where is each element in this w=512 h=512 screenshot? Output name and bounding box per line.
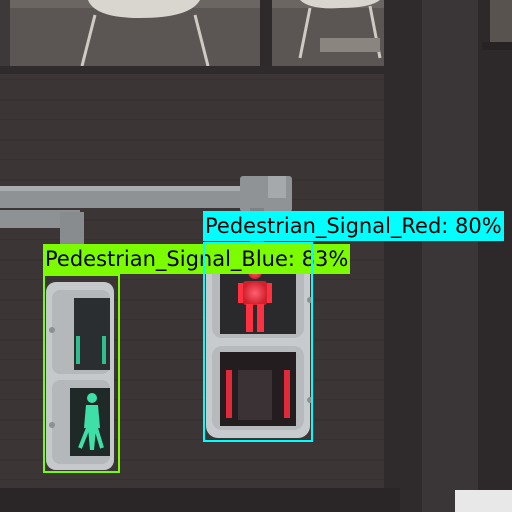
upper-window xyxy=(0,0,400,74)
building-pillars xyxy=(384,0,512,512)
pedestrian-signal-blue xyxy=(46,282,114,470)
detection-box-pedestrian-signal-blue xyxy=(43,274,120,473)
detection-label-pedestrian-signal-red: Pedestrian_Signal_Red: 80% xyxy=(203,211,504,241)
detection-label-pedestrian-signal-blue: Pedestrian_Signal_Blue: 83% xyxy=(43,244,351,274)
pedestrian-signal-red xyxy=(206,252,313,438)
detection-box-pedestrian-signal-red xyxy=(203,242,313,442)
